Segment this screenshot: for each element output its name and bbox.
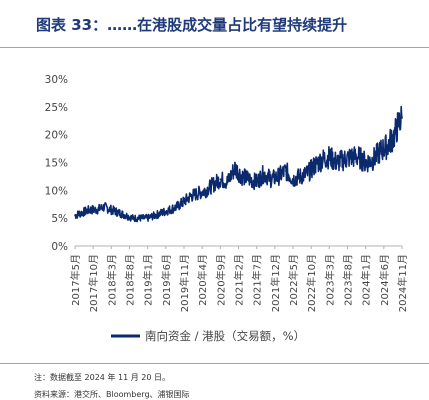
data-point (284, 170, 287, 172)
data-point (88, 209, 91, 211)
y-tick-label: 20% (45, 130, 68, 142)
y-tick-label: 25% (45, 102, 68, 114)
footnote: 注：数据截至 2024 年 11 月 20 日。 (34, 373, 170, 382)
data-point (277, 175, 280, 178)
data-point (117, 211, 120, 214)
legend: 南向资金 / 港股（交易额，%） (111, 329, 305, 343)
data-point (146, 217, 149, 219)
x-tick-label: 2019年1月 (142, 254, 155, 306)
data-point (154, 214, 156, 217)
data-point (350, 156, 352, 158)
data-point (386, 145, 389, 147)
x-tick-label: 2024年6月 (378, 254, 391, 306)
data-point (393, 133, 396, 136)
y-tick-label: 0% (51, 241, 68, 253)
data-point (212, 183, 214, 186)
data-point (328, 156, 331, 158)
x-tick-label: 2017年5月 (69, 254, 82, 306)
data-point (110, 209, 113, 211)
x-tick-label: 2021年2月 (233, 254, 246, 306)
x-tick-label: 2023年3月 (323, 254, 336, 306)
data-point (343, 158, 345, 161)
data-point (74, 214, 76, 217)
y-tick-label: 10% (45, 185, 68, 197)
data-point (132, 217, 134, 219)
x-tick-label: 2024年1月 (360, 254, 373, 306)
data-point (168, 209, 171, 211)
data-point (175, 206, 178, 208)
source-note: 资料来源：港交所、Bloomberg、浦银国际 (34, 390, 190, 399)
data-point (226, 181, 229, 183)
data-point (96, 209, 98, 211)
x-tick-label: 2021年12月 (269, 254, 282, 312)
data-point (372, 158, 374, 161)
data-point (161, 211, 163, 214)
y-tick-label: 30% (45, 74, 68, 86)
bottom-divider (0, 363, 429, 364)
data-point (197, 192, 200, 194)
data-point (397, 122, 400, 125)
data-point (139, 217, 142, 219)
data-point (190, 195, 193, 197)
data-point (125, 214, 127, 217)
x-tick-label: 2019年6月 (160, 254, 173, 306)
x-axis: 2017年5月 2017年10月 2018年3月 2018年8月 2019年1月 2019… (69, 245, 409, 312)
data-point (263, 172, 265, 175)
data-point (379, 150, 382, 153)
data-point (234, 167, 236, 169)
data-point (314, 164, 316, 167)
x-tick-label: 2020年9月 (214, 254, 227, 306)
data-point (270, 178, 273, 180)
line-chart: 0% 5% 10% 15% 20% 25% 30% 2017年5月 2017年10月 2018年… (45, 74, 409, 343)
data-point (205, 189, 207, 192)
data-point (219, 178, 222, 180)
data-point (248, 178, 251, 180)
x-tick-label: 2020年4月 (196, 254, 209, 306)
data-point (364, 161, 367, 164)
y-axis: 0% 5% 10% 15% 20% 25% 30% (45, 74, 68, 253)
x-tick-label: 2022年10月 (305, 254, 318, 312)
x-tick-label: 2023年8月 (342, 254, 355, 306)
data-point (335, 161, 338, 164)
x-tick-label: 2018年8月 (124, 254, 137, 306)
data-point (357, 156, 360, 158)
top-divider (0, 47, 429, 48)
legend-label: 南向资金 / 港股（交易额，%） (145, 329, 305, 343)
data-point (183, 200, 185, 203)
series-layer (74, 105, 403, 223)
data-point (299, 175, 302, 178)
data-point (401, 117, 403, 119)
series-line (74, 105, 403, 223)
x-tick-label: 2024年11月 (396, 254, 409, 312)
y-tick-label: 15% (45, 158, 68, 170)
x-tick-label: 2022年5月 (287, 254, 300, 306)
data-point (81, 211, 84, 214)
x-tick-label: 2019年11月 (178, 254, 191, 312)
data-point (292, 178, 294, 180)
data-point (321, 158, 323, 161)
data-point (255, 181, 258, 183)
data-point (103, 206, 105, 208)
chart-title: 图表 33：……在港股成交量占比有望持续提升 (36, 16, 348, 34)
x-tick-label: 2018年3月 (105, 254, 118, 306)
y-tick-label: 5% (51, 213, 68, 225)
data-point (241, 175, 243, 178)
x-tick-label: 2021年7月 (251, 254, 264, 306)
x-tick-label: 2017年10月 (87, 254, 100, 312)
data-point (306, 172, 309, 175)
